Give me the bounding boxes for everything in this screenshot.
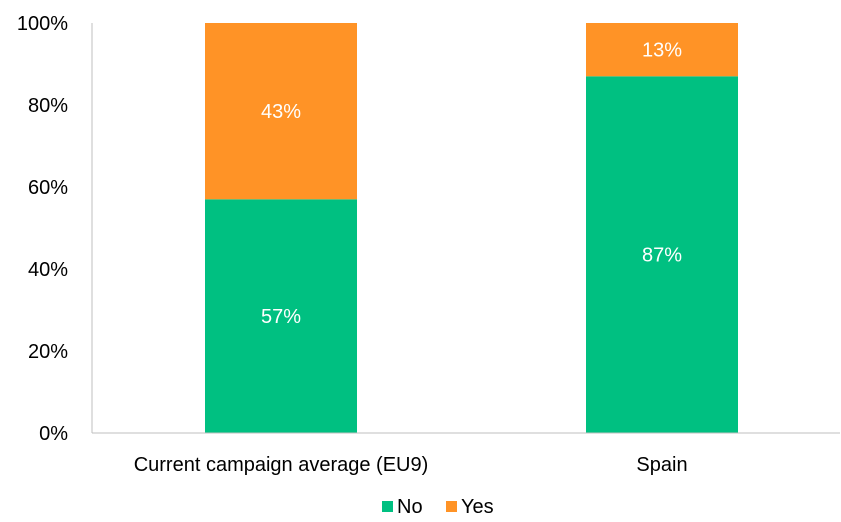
data-label: 43% bbox=[261, 101, 301, 123]
legend-label-no: No bbox=[397, 496, 423, 518]
legend-swatch-no bbox=[382, 501, 393, 512]
legend-swatch-yes bbox=[446, 501, 457, 512]
y-tick-label: 100% bbox=[17, 13, 68, 35]
bar-yes-0 bbox=[205, 23, 357, 200]
y-tick-label: 20% bbox=[28, 341, 68, 363]
y-tick-label: 60% bbox=[28, 177, 68, 199]
y-tick-label: 80% bbox=[28, 95, 68, 117]
y-tick-label: 40% bbox=[28, 259, 68, 281]
x-category-label: Spain bbox=[636, 454, 687, 476]
y-tick-label: 0% bbox=[39, 423, 68, 445]
x-category-label: Current campaign average (EU9) bbox=[134, 454, 429, 476]
legend-label-yes: Yes bbox=[461, 496, 494, 518]
bar-no-1 bbox=[586, 76, 738, 434]
data-label: 13% bbox=[642, 40, 682, 62]
data-label: 57% bbox=[261, 306, 301, 328]
bar-no-0 bbox=[205, 199, 357, 433]
bar-yes-1 bbox=[586, 23, 738, 77]
data-label: 87% bbox=[642, 245, 682, 267]
